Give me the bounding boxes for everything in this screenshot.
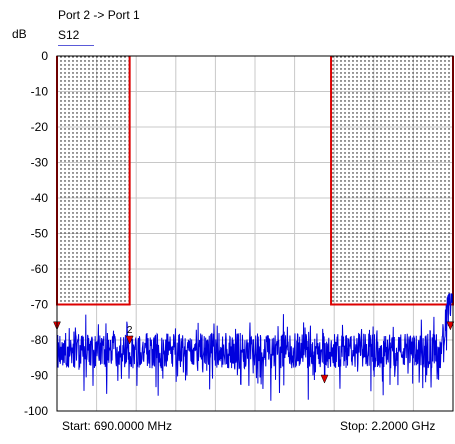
marker-2 (125, 335, 134, 345)
y-tick-label: -70 (31, 298, 49, 312)
y-tick-label: -20 (31, 120, 49, 134)
marker-label-2: 2 (127, 325, 133, 336)
y-tick-label: -80 (31, 333, 49, 347)
s12-chart[interactable]: 2 0 -10 -20 -30 -40 -50 -60 -70 -80 -90 -100 (0, 0, 455, 420)
plot-frame (56, 55, 454, 412)
limit-mask-fill (331, 56, 453, 305)
y-tick-label: -40 (31, 191, 49, 205)
marker-4 (446, 321, 455, 331)
y-tick-label: -30 (31, 156, 49, 170)
trace-name-label[interactable]: S12 (58, 28, 80, 42)
y-tick-label: -50 (31, 227, 49, 241)
limit-mask-fill (57, 56, 130, 305)
y-tick-label: -10 (31, 85, 49, 99)
stop-frequency-label: Stop: 2.2000 GHz (340, 419, 436, 433)
y-tick-label: -100 (24, 404, 48, 418)
y-tick-label: 0 (41, 49, 48, 63)
s12-trace-line (56, 293, 454, 401)
y-tick-label: -90 (31, 369, 49, 383)
y-tick-label: -60 (31, 262, 49, 276)
marker-3 (320, 374, 329, 384)
port-label: Port 2 -> Port 1 (58, 8, 140, 22)
trace-name-underline (58, 45, 94, 46)
y-unit-label: dB (12, 27, 27, 41)
start-frequency-label: Start: 690.0000 MHz (62, 419, 173, 433)
